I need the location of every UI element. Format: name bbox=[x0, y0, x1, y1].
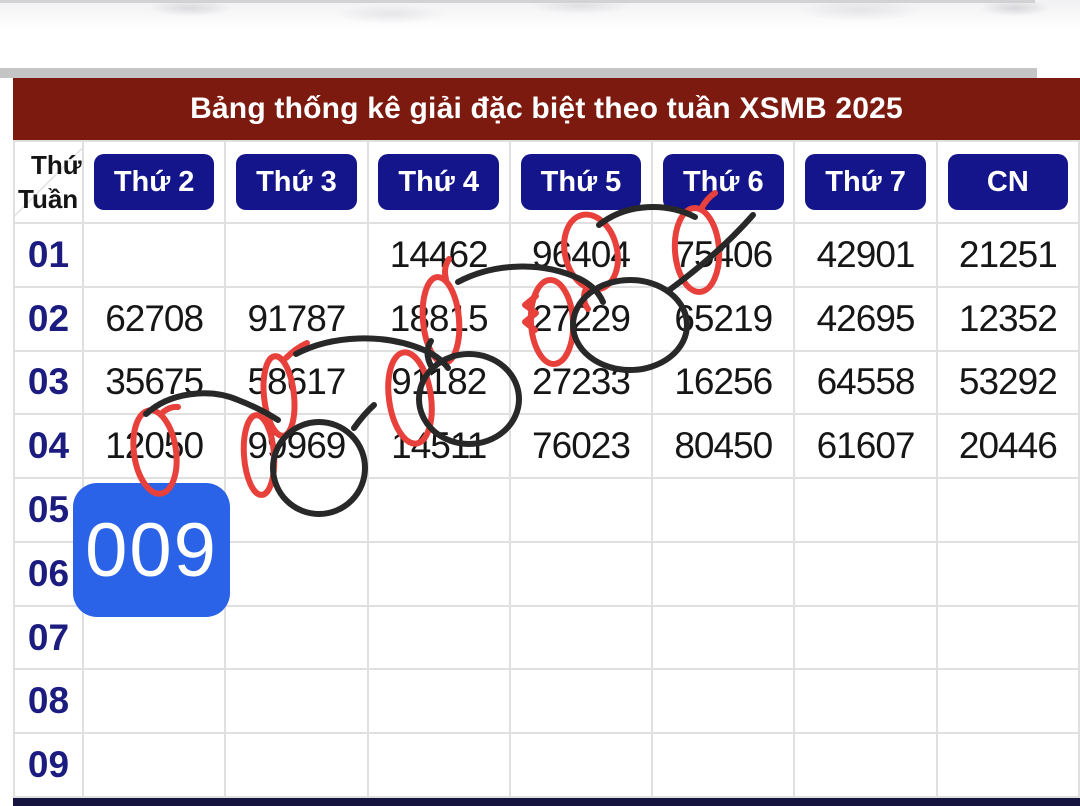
table-cell: 64558 bbox=[795, 351, 938, 416]
table-cell bbox=[795, 670, 938, 735]
table-cell bbox=[653, 734, 796, 798]
corner-label-tuan: Tuần bbox=[18, 184, 79, 214]
header-cell: Thứ 4 bbox=[368, 142, 511, 224]
table-cell: 96404 bbox=[510, 224, 654, 288]
table-cell bbox=[937, 670, 1080, 735]
table-cell bbox=[84, 670, 227, 735]
table-cell bbox=[795, 479, 938, 543]
table-cell: 76023 bbox=[510, 415, 654, 480]
table-cell: 42695 bbox=[795, 287, 938, 352]
table-cell bbox=[226, 479, 369, 543]
table-cell: 65219 bbox=[653, 287, 796, 352]
table-cell bbox=[226, 542, 369, 607]
table-cell bbox=[653, 479, 796, 543]
table-cell: 18815 bbox=[368, 287, 511, 352]
table-cell: 27233 bbox=[510, 351, 654, 416]
table-cell: 27229 bbox=[510, 287, 654, 352]
week-label-02: 02 bbox=[15, 287, 84, 352]
table-cell bbox=[368, 734, 511, 798]
day-header-thu-4[interactable]: Thứ 4 bbox=[378, 154, 500, 210]
table-cell: 16256 bbox=[653, 351, 796, 416]
table-cell: 80450 bbox=[653, 415, 796, 480]
table-cell bbox=[937, 542, 1080, 607]
bottom-dark-bar bbox=[13, 798, 1080, 806]
table-cell: 20446 bbox=[937, 415, 1080, 480]
table-cell bbox=[84, 734, 227, 798]
table-cell: 75406 bbox=[653, 224, 796, 288]
statistics-table: Thứ Tuần Thứ 2 Thứ 3 Thứ 4 Thứ 5 Thứ 6 T… bbox=[13, 140, 1080, 798]
badge-009: 009 bbox=[73, 483, 230, 617]
week-label-09: 09 bbox=[15, 734, 84, 798]
table-cell: 42901 bbox=[795, 224, 938, 288]
page-title: Bảng thống kê giải đặc biệt theo tuần XS… bbox=[190, 92, 903, 125]
table-cell bbox=[368, 479, 511, 543]
table-cell: 21251 bbox=[937, 224, 1080, 288]
table-cell bbox=[510, 734, 654, 798]
table-cell bbox=[368, 606, 511, 671]
table-cell bbox=[795, 542, 938, 607]
table-cell bbox=[937, 734, 1080, 798]
table-cell: 99969 bbox=[226, 415, 369, 480]
table-cell: 58617 bbox=[226, 351, 369, 416]
header-cell: Thứ 3 bbox=[226, 142, 369, 224]
header-cell: Thứ 6 bbox=[653, 142, 796, 224]
table-cell bbox=[510, 542, 654, 607]
table-cell: 14511 bbox=[368, 415, 511, 480]
week-label-08: 08 bbox=[15, 670, 84, 735]
table-cell: 35675 bbox=[84, 351, 227, 416]
table-cell bbox=[226, 606, 369, 671]
week-label-04: 04 bbox=[15, 415, 84, 480]
table-cell: 61607 bbox=[795, 415, 938, 480]
day-header-cn[interactable]: CN bbox=[947, 154, 1069, 210]
table-cell bbox=[510, 670, 654, 735]
top-gray-line bbox=[0, 0, 1035, 3]
table-cell: 14462 bbox=[368, 224, 511, 288]
table-cell bbox=[653, 606, 796, 671]
day-header-thu-7[interactable]: Thứ 7 bbox=[805, 154, 926, 210]
table-cell bbox=[795, 606, 938, 671]
week-label-05: 05 bbox=[15, 479, 84, 543]
table-cell bbox=[510, 606, 654, 671]
table-cell bbox=[510, 479, 654, 543]
table-cell bbox=[226, 670, 369, 735]
header-cell: Thứ 7 bbox=[795, 142, 938, 224]
table-cell bbox=[84, 606, 227, 671]
week-label-03: 03 bbox=[15, 351, 84, 416]
title-bar: Bảng thống kê giải đặc biệt theo tuần XS… bbox=[13, 78, 1080, 140]
day-header-thu-2[interactable]: Thứ 2 bbox=[93, 154, 215, 210]
corner-label-thu: Thứ bbox=[31, 150, 82, 180]
table-cell: 12050 bbox=[84, 415, 227, 480]
table-cell: 12352 bbox=[937, 287, 1080, 352]
week-label-01: 01 bbox=[15, 224, 84, 288]
table-cell bbox=[368, 670, 511, 735]
week-label-07: 07 bbox=[15, 606, 84, 671]
table-cell bbox=[368, 542, 511, 607]
corner-header: Thứ Tuần bbox=[15, 142, 84, 224]
day-header-thu-6[interactable]: Thứ 6 bbox=[662, 154, 784, 210]
table-cell bbox=[84, 224, 227, 288]
table-cell bbox=[795, 734, 938, 798]
top-texture-band bbox=[0, 0, 1080, 30]
table-cell bbox=[226, 734, 369, 798]
table-cell bbox=[937, 606, 1080, 671]
table-cell: 62708 bbox=[84, 287, 227, 352]
header-cell: Thứ 2 bbox=[84, 142, 227, 224]
table-cell: 53292 bbox=[937, 351, 1080, 416]
table-cell bbox=[653, 542, 796, 607]
gray-separator-bar bbox=[0, 68, 1037, 78]
table-cell bbox=[226, 224, 369, 288]
header-cell: Thứ 5 bbox=[510, 142, 654, 224]
day-header-thu-5[interactable]: Thứ 5 bbox=[520, 154, 642, 210]
table-cell: 91182 bbox=[368, 351, 511, 416]
table-cell bbox=[653, 670, 796, 735]
table-cell bbox=[937, 479, 1080, 543]
header-cell: CN bbox=[937, 142, 1080, 224]
table-cell: 91787 bbox=[226, 287, 369, 352]
day-header-thu-3[interactable]: Thứ 3 bbox=[236, 154, 357, 210]
